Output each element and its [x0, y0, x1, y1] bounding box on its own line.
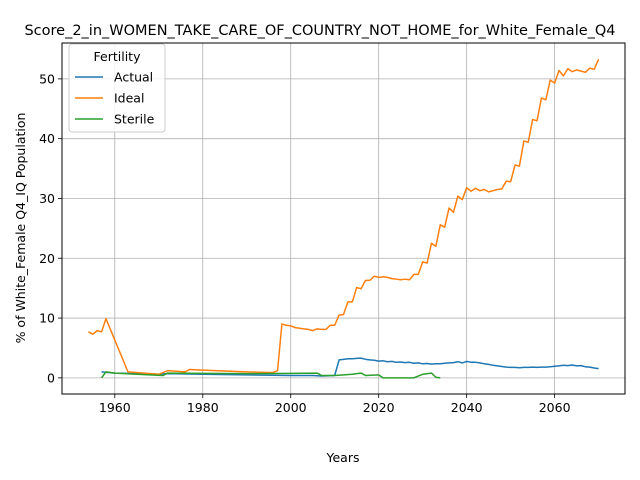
y-tick-label: 10	[39, 311, 55, 326]
y-tick-label: 40	[39, 131, 55, 146]
x-tick-label: 2000	[275, 400, 307, 415]
series-line-sterile	[100, 371, 441, 379]
series-line-actual	[101, 357, 599, 377]
legend: Fertility Actual Ideal Sterile	[68, 43, 166, 133]
series-lines	[88, 58, 600, 379]
legend-box	[68, 43, 166, 133]
plot-area-frame	[61, 42, 626, 395]
legend-title: Fertility	[94, 49, 142, 64]
x-axis-title: Years	[326, 450, 360, 465]
y-tick-label: 20	[39, 251, 55, 266]
legend-label-actual: Actual	[114, 70, 153, 85]
x-tick-label: 2040	[451, 400, 483, 415]
x-tick-label: 2060	[539, 400, 571, 415]
y-tick-label: 50	[39, 71, 55, 86]
series-line-ideal	[88, 58, 600, 376]
axis-ticks: 1960 1980 2000 2020 2040 2060 0 10 20 30 40 50	[39, 71, 570, 415]
y-tick-label: 30	[39, 191, 55, 206]
x-tick-label: 2020	[363, 400, 395, 415]
y-axis-title: % of White_Female Q4_IQ Population	[13, 113, 28, 344]
y-tick-label: 0	[47, 370, 55, 385]
legend-label-ideal: Ideal	[114, 91, 144, 106]
x-tick-label: 1980	[187, 400, 219, 415]
x-tick-label: 1960	[99, 400, 131, 415]
legend-label-sterile: Sterile	[114, 112, 155, 127]
chart-title: Score_2_in_WOMEN_TAKE_CARE_OF_COUNTRY_NO…	[24, 23, 615, 39]
